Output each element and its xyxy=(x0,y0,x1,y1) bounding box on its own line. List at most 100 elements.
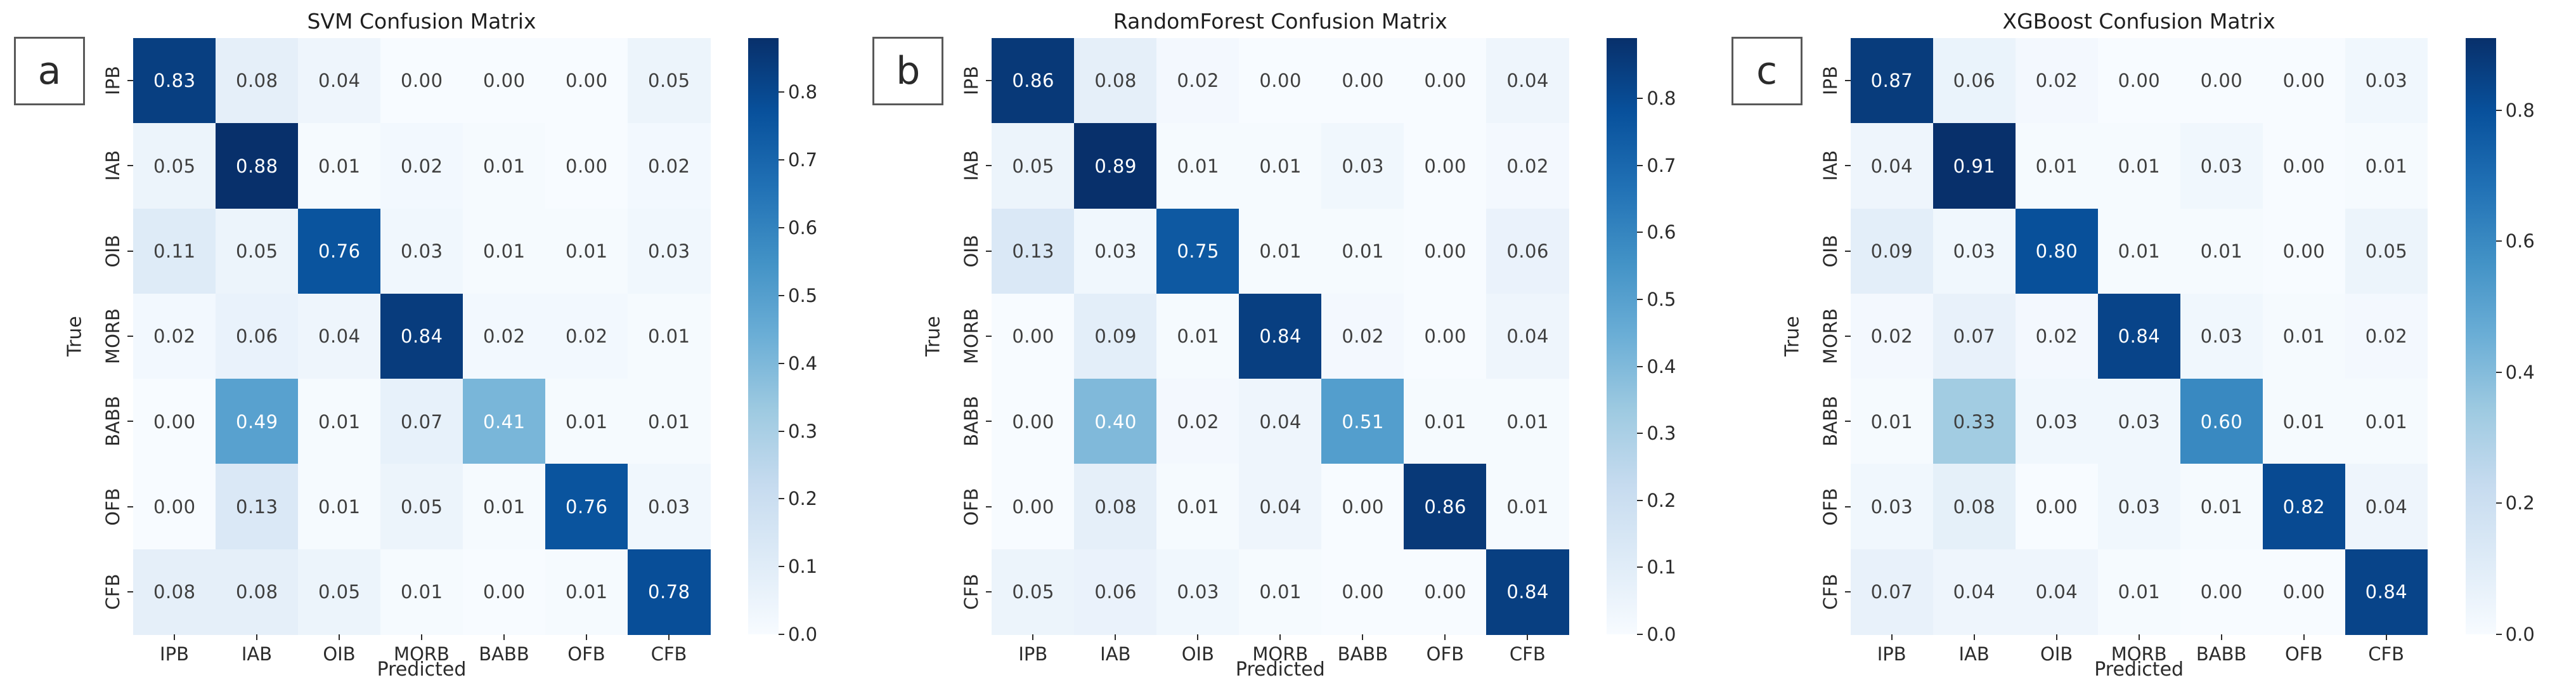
y-axis-tick xyxy=(986,250,992,252)
x-tick-label: BABB xyxy=(2196,643,2247,665)
x-axis-tick xyxy=(1032,634,1034,640)
panel-letter-box: c xyxy=(1731,37,1803,105)
colorbar-tick-label: 0.4 xyxy=(1647,355,1676,377)
x-tick-label: OIB xyxy=(323,643,356,665)
chart-title: XGBoost Confusion Matrix xyxy=(2002,9,2275,34)
colorbar-tick-label: 0.8 xyxy=(788,81,818,103)
matrix-cell: 0.04 xyxy=(1932,549,2016,635)
x-axis-tick xyxy=(2385,634,2387,640)
matrix-cell: 0.00 xyxy=(380,38,463,124)
matrix-cell: 0.03 xyxy=(1932,208,2016,294)
matrix-cell: 0.09 xyxy=(1074,293,1157,379)
matrix-cell: 0.84 xyxy=(380,293,463,379)
matrix-cell: 0.76 xyxy=(298,208,381,294)
matrix-cell: 0.00 xyxy=(545,38,628,124)
x-tick-label: MORB xyxy=(394,643,450,665)
x-axis-tick xyxy=(339,634,340,640)
y-axis-tick xyxy=(986,165,992,167)
matrix-cell: 0.03 xyxy=(380,208,463,294)
colorbar-tick-label: 0.1 xyxy=(1647,556,1676,579)
matrix-cell: 0.01 xyxy=(2345,379,2428,465)
matrix-cell: 0.84 xyxy=(1486,549,1569,635)
matrix-cell: 0.76 xyxy=(545,464,628,550)
x-tick-label: MORB xyxy=(1252,643,1309,665)
matrix-cell: 0.02 xyxy=(1156,38,1239,124)
matrix-cell: 0.60 xyxy=(2180,379,2263,465)
y-axis-tick xyxy=(986,421,992,422)
matrix-cell: 0.41 xyxy=(463,379,546,465)
matrix-cell: 0.04 xyxy=(1850,123,1934,209)
matrix-cell: 0.80 xyxy=(2015,208,2099,294)
y-axis-label: True xyxy=(1781,316,1804,357)
y-axis-label: True xyxy=(922,316,945,357)
matrix-cell: 0.05 xyxy=(298,549,381,635)
matrix-cell: 0.00 xyxy=(992,293,1075,379)
matrix-cell: 0.86 xyxy=(992,38,1075,124)
colorbar-tick-label: 0.0 xyxy=(788,624,818,645)
matrix-cell: 0.01 xyxy=(545,549,628,635)
colorbar-tick xyxy=(779,294,784,296)
matrix-cell: 0.05 xyxy=(380,464,463,550)
matrix-cell: 0.02 xyxy=(2015,293,2099,379)
x-axis-tick xyxy=(1891,634,1893,640)
matrix-cell: 0.00 xyxy=(545,123,628,209)
matrix-cell: 0.04 xyxy=(298,38,381,124)
y-tick-label: OFB xyxy=(1819,487,1841,526)
y-axis-tick xyxy=(1844,165,1851,167)
matrix-cell: 0.03 xyxy=(2097,464,2181,550)
matrix-cell: 0.75 xyxy=(1156,208,1239,294)
matrix-cell: 0.06 xyxy=(1932,38,2016,124)
x-axis-tick xyxy=(1197,634,1199,640)
x-tick-label: IAB xyxy=(1100,643,1131,665)
matrix-cell: 0.01 xyxy=(2015,123,2099,209)
colorbar-tick xyxy=(2495,502,2502,504)
matrix-cell: 0.11 xyxy=(133,208,216,294)
matrix-cell: 0.03 xyxy=(628,464,711,550)
matrix-cell: 0.09 xyxy=(1850,208,1934,294)
x-tick-label: CFB xyxy=(1509,643,1546,665)
y-axis-tick xyxy=(127,506,133,507)
matrix-cell: 0.01 xyxy=(1321,208,1404,294)
panel-svm: a SVM Confusion Matrix True Predicted 0.… xyxy=(0,0,858,687)
matrix-cell: 0.01 xyxy=(1486,379,1569,465)
y-tick-label: IAB xyxy=(1819,150,1841,181)
colorbar-tick-label: 0.3 xyxy=(1647,422,1676,445)
matrix-cell: 0.08 xyxy=(216,38,299,124)
matrix-cell: 0.00 xyxy=(2262,208,2346,294)
y-axis-tick xyxy=(127,336,133,337)
colorbar-tick xyxy=(1637,433,1643,435)
matrix-cell: 0.01 xyxy=(1239,549,1322,635)
x-tick-label: IPB xyxy=(1877,643,1906,665)
matrix-cell: 0.01 xyxy=(463,208,546,294)
matrix-cell: 0.04 xyxy=(1239,379,1322,465)
panel-randomforest: b RandomForest Confusion Matrix True Pre… xyxy=(858,0,1717,687)
x-tick-label: OFB xyxy=(1426,643,1465,665)
x-tick-label: IAB xyxy=(241,643,273,665)
colorbar-tick-label: 0.8 xyxy=(2505,99,2535,121)
matrix-cell: 0.08 xyxy=(1932,464,2016,550)
matrix-cell: 0.01 xyxy=(545,379,628,465)
colorbar-tick xyxy=(1637,164,1643,166)
colorbar-tick xyxy=(779,159,784,161)
matrix-cell: 0.01 xyxy=(545,208,628,294)
colorbar-tick xyxy=(1637,634,1643,635)
matrix-cell: 0.87 xyxy=(1850,38,1934,124)
matrix-cell: 0.08 xyxy=(1074,464,1157,550)
matrix-cell: 0.84 xyxy=(2097,293,2181,379)
matrix-cell: 0.01 xyxy=(1404,379,1487,465)
colorbar-tick-label: 0.5 xyxy=(1647,288,1676,310)
matrix-cell: 0.00 xyxy=(2262,549,2346,635)
matrix-cell: 0.00 xyxy=(992,379,1075,465)
colorbar-tick-label: 0.6 xyxy=(788,217,818,239)
y-axis-tick xyxy=(1844,506,1851,507)
x-axis-tick xyxy=(1444,634,1446,640)
colorbar-tick xyxy=(2495,634,2502,635)
matrix-cell: 0.78 xyxy=(628,549,711,635)
matrix-cell: 0.01 xyxy=(1156,123,1239,209)
colorbar-tick-label: 0.8 xyxy=(1647,88,1676,110)
colorbar-tick-label: 0.7 xyxy=(788,149,818,171)
colorbar-tick-label: 0.3 xyxy=(788,420,818,442)
matrix-cell: 0.13 xyxy=(992,208,1075,294)
matrix-cell: 0.06 xyxy=(1074,549,1157,635)
